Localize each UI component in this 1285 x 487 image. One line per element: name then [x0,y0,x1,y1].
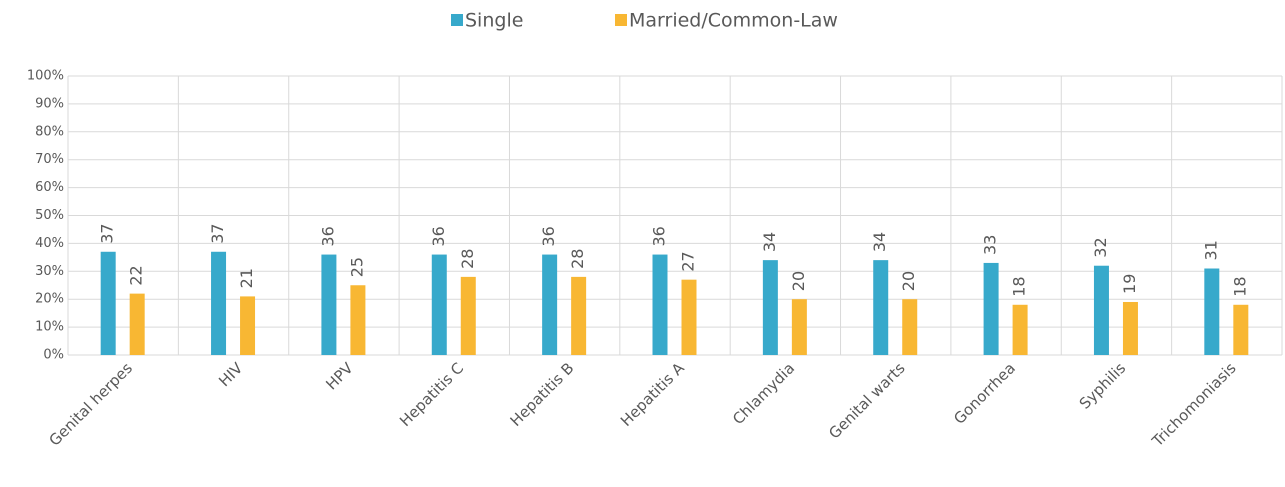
data-label: 21 [237,268,256,288]
data-label: 32 [1091,237,1110,257]
y-tick-label: 0% [43,348,64,363]
bar [1012,304,1028,355]
y-tick-label: 70% [35,152,64,167]
data-label: 33 [981,235,1000,255]
x-tick-label: HPV [322,359,357,394]
x-tick-label: Hepatitis B [507,359,578,430]
data-label: 37 [208,223,227,243]
data-label: 36 [650,226,669,246]
legend-swatch [451,14,463,26]
x-tick-label: Genital herpes [45,359,136,450]
data-label: 27 [679,251,698,271]
bar [431,254,447,355]
bar [460,276,476,355]
data-label: 20 [789,271,808,291]
data-label: 36 [539,226,558,246]
y-tick-label: 20% [35,292,64,307]
y-tick-label: 50% [35,208,64,223]
y-tick-label: 60% [35,180,64,195]
bar [240,296,256,355]
x-tick-label: Trichomoniasis [1148,359,1240,451]
y-tick-label: 40% [35,236,64,251]
bar [100,251,116,355]
y-tick-label: 100% [27,69,64,84]
bar [571,276,587,355]
bar [350,285,366,355]
x-tick-label: Hepatitis C [396,359,467,430]
data-label: 18 [1230,276,1249,296]
data-label: 25 [347,257,366,277]
bar [1233,304,1249,355]
bar [211,251,227,355]
legend-swatch [615,14,627,26]
bar [1204,268,1220,355]
bar [1122,301,1138,355]
bar [902,299,918,355]
x-tick-label: Genital warts [825,359,908,442]
x-tick-label: Gonorrhea [950,359,1019,428]
data-label: 20 [899,271,918,291]
data-label: 22 [127,265,146,285]
data-label: 28 [458,249,477,269]
bar [542,254,558,355]
data-label: 18 [1010,276,1029,296]
data-label: 34 [870,232,889,252]
y-tick-label: 10% [35,320,64,335]
y-tick-label: 90% [35,96,64,111]
data-label: 36 [318,226,337,246]
data-label: 37 [98,223,117,243]
bar [1093,265,1109,355]
data-label: 36 [429,226,448,246]
x-tick-label: HIV [215,359,247,391]
data-label: 31 [1201,240,1220,260]
bar [762,260,778,355]
x-tick-label: Chlamydia [729,359,798,428]
x-tick-label: Hepatitis A [617,359,688,430]
bar [681,279,697,355]
x-tick-label: Syphilis [1076,359,1130,413]
data-label: 28 [568,249,587,269]
bar [321,254,337,355]
bar [873,260,889,355]
legend-label: Married/Common-Law [629,10,838,32]
bar [129,293,145,355]
legend-label: Single [465,10,523,32]
data-label: 34 [760,232,779,252]
bar [983,262,999,355]
bar [791,299,807,355]
y-tick-label: 80% [35,124,64,139]
y-tick-label: 30% [35,264,64,279]
data-label: 19 [1120,274,1139,294]
bar [652,254,668,355]
